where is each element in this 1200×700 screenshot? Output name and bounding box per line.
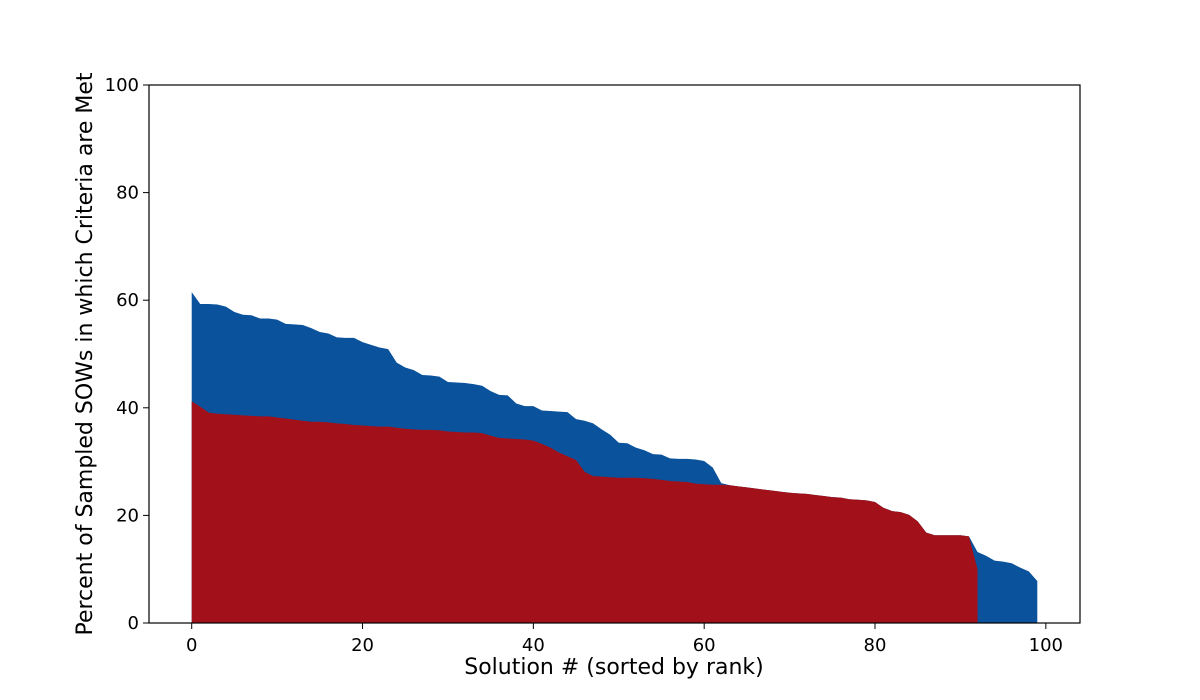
plot-frame <box>148 84 1081 624</box>
x-axis: 0 20 40 60 80 100 <box>186 623 1063 656</box>
x-axis-title: Solution # (sorted by rank) <box>464 655 763 680</box>
y-tick-label: 60 <box>116 290 139 311</box>
y-tick-label: 100 <box>105 75 139 96</box>
y-tick-label: 40 <box>116 398 139 419</box>
area-series-2 <box>191 401 978 623</box>
x-tick-label: 80 <box>864 635 887 656</box>
y-axis-title: Percent of Sampled SOWs in which Criteri… <box>73 72 98 635</box>
x-tick-label: 0 <box>186 635 197 656</box>
y-tick-label: 80 <box>116 183 139 204</box>
x-tick-label: 40 <box>522 635 545 656</box>
x-tick-label: 60 <box>693 635 716 656</box>
x-tick-label: 20 <box>351 635 374 656</box>
y-axis: 0 20 40 60 80 100 <box>105 75 149 634</box>
x-tick-label: 100 <box>1029 635 1063 656</box>
y-tick-label: 20 <box>116 505 139 526</box>
y-tick-label: 0 <box>128 613 139 634</box>
plot-areas <box>191 292 1038 623</box>
